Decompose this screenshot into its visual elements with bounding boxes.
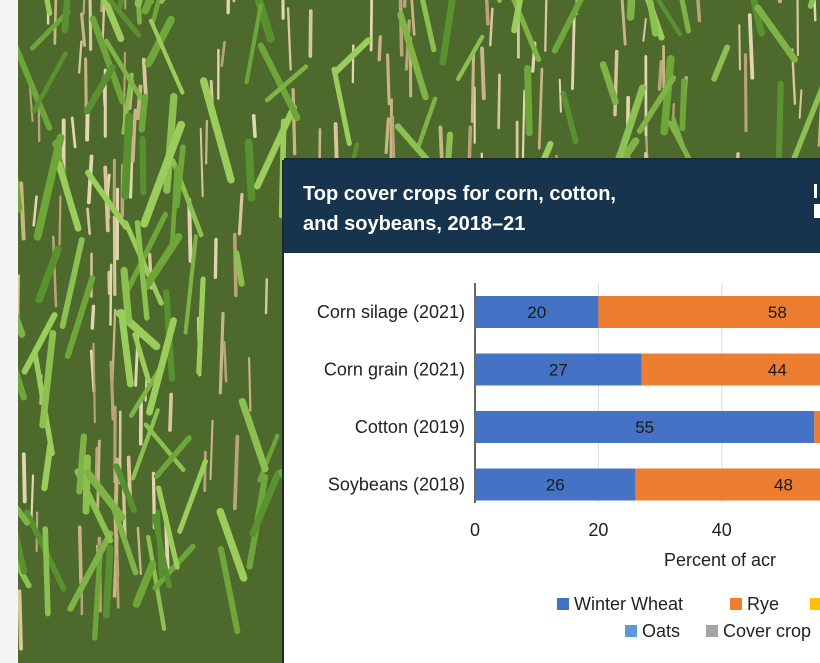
legend: Winter Wheat Rye Oats Cover crop — [557, 594, 820, 641]
x-tick-label: 40 — [712, 520, 732, 540]
category-label: Corn grain (2021) — [324, 360, 465, 380]
chart-card: Top cover crops for corn, cotton, and so… — [284, 160, 820, 663]
chart-title-line-1: Top cover crops for corn, cotton, — [303, 183, 616, 205]
stacked-bar-chart: Corn silage (2021) 20 58 Corn grain (2021) 2… — [317, 283, 820, 641]
legend-swatch — [706, 625, 718, 637]
data-label: 58 — [768, 303, 787, 322]
category-label: Corn silage (2021) — [317, 302, 465, 322]
category-label: Cotton (2019) — [355, 417, 465, 437]
data-label: 48 — [774, 476, 793, 495]
data-label: 55 — [635, 418, 654, 437]
legend-label: Rye — [747, 594, 779, 614]
x-tick-label: 20 — [588, 520, 608, 540]
data-label: 20 — [527, 303, 546, 322]
bar-segment-winter-wheat — [475, 296, 599, 328]
category-label: Soybeans (2018) — [328, 475, 465, 495]
legend-swatch — [730, 598, 742, 610]
bar-segment-winter-wheat — [475, 353, 642, 386]
chart-title-line-2: and soybeans, 2018–21 — [303, 213, 526, 235]
x-axis-title: Percent of acr — [664, 550, 776, 570]
bar-segment-winter-wheat — [475, 411, 815, 443]
legend-swatch — [625, 625, 637, 637]
chart-header: Top cover crops for corn, cotton, and so… — [284, 160, 820, 253]
data-label: 27 — [549, 361, 568, 380]
data-label: 26 — [546, 476, 565, 495]
agency-logo-icon — [814, 184, 820, 218]
legend-label: Winter Wheat — [574, 594, 683, 614]
bar-segment-rye — [641, 353, 820, 386]
data-label: 44 — [768, 361, 787, 380]
legend-swatch — [557, 598, 569, 610]
bar-segment-rye — [814, 411, 820, 443]
bar-segment-rye — [598, 296, 820, 328]
legend-swatch — [810, 598, 820, 610]
x-tick-label: 0 — [470, 520, 480, 540]
bar-segment-winter-wheat — [475, 468, 636, 501]
legend-label: Cover crop — [723, 621, 811, 641]
bar-segment-rye — [635, 468, 820, 501]
chart-title: Top cover crops for corn, cotton, and so… — [303, 179, 723, 239]
legend-label: Oats — [642, 621, 680, 641]
